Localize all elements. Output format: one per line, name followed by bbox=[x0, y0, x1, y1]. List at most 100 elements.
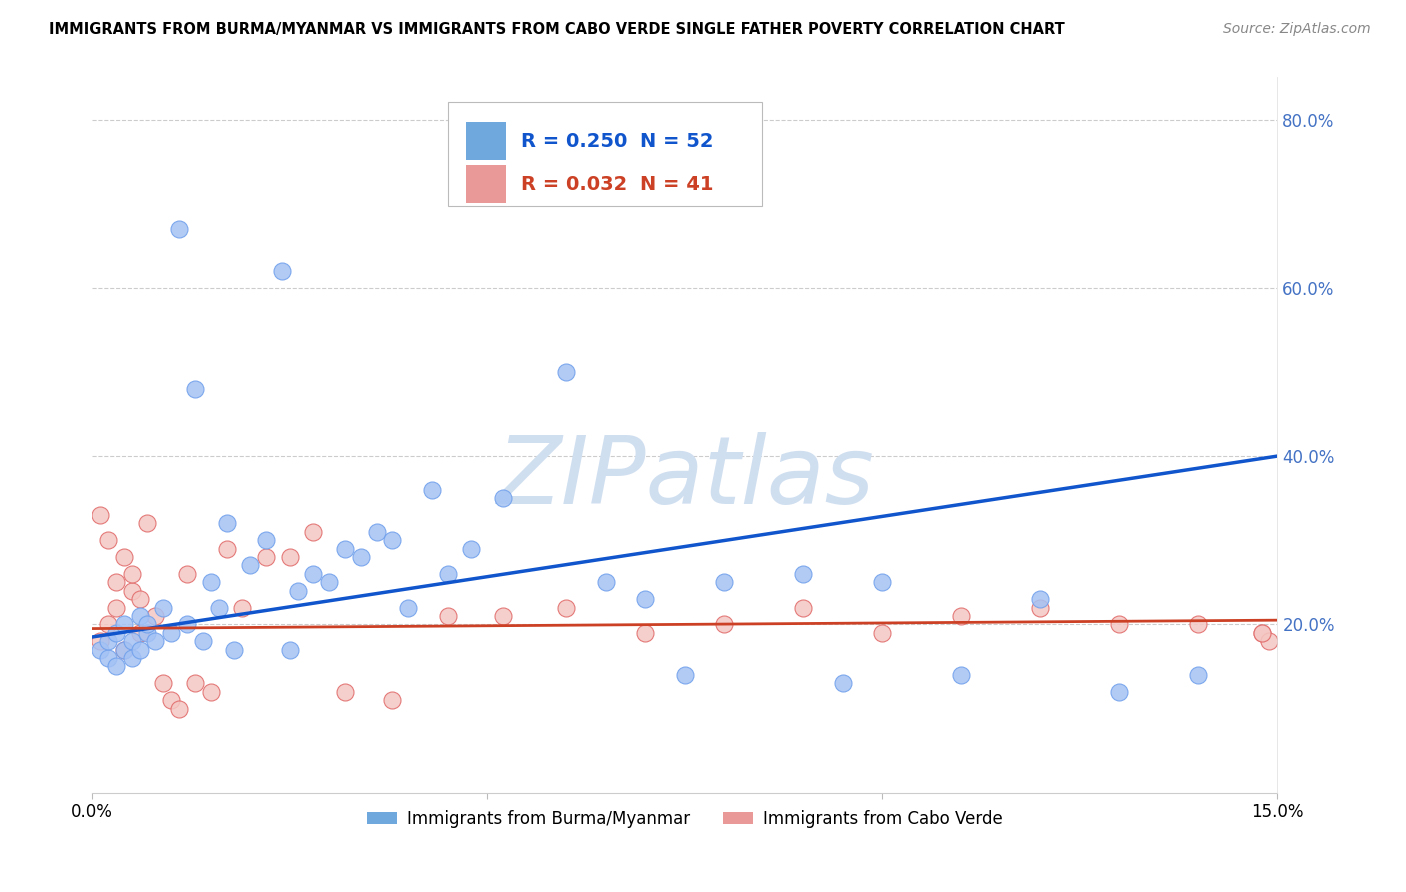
FancyBboxPatch shape bbox=[465, 165, 506, 202]
Text: Source: ZipAtlas.com: Source: ZipAtlas.com bbox=[1223, 22, 1371, 37]
Text: R = 0.250: R = 0.250 bbox=[522, 132, 627, 151]
Point bbox=[287, 583, 309, 598]
Point bbox=[302, 524, 325, 539]
Point bbox=[160, 625, 183, 640]
Point bbox=[89, 634, 111, 648]
Point bbox=[381, 693, 404, 707]
Point bbox=[270, 264, 292, 278]
Text: ZIPatlas: ZIPatlas bbox=[496, 433, 873, 524]
Point bbox=[595, 575, 617, 590]
Point bbox=[104, 625, 127, 640]
Point bbox=[1250, 625, 1272, 640]
Point bbox=[128, 592, 150, 607]
Point bbox=[713, 575, 735, 590]
Point bbox=[89, 642, 111, 657]
Point bbox=[792, 600, 814, 615]
Text: N = 52: N = 52 bbox=[640, 132, 713, 151]
Point bbox=[254, 550, 277, 565]
Text: R = 0.032: R = 0.032 bbox=[522, 175, 627, 194]
Point bbox=[239, 558, 262, 573]
Point bbox=[152, 600, 174, 615]
Point bbox=[460, 541, 482, 556]
Point bbox=[136, 516, 159, 531]
Point bbox=[191, 634, 214, 648]
Point bbox=[89, 508, 111, 522]
FancyBboxPatch shape bbox=[465, 122, 506, 160]
Point bbox=[112, 642, 135, 657]
Point bbox=[436, 566, 458, 581]
Point bbox=[1187, 617, 1209, 632]
Text: IMMIGRANTS FROM BURMA/MYANMAR VS IMMIGRANTS FROM CABO VERDE SINGLE FATHER POVERT: IMMIGRANTS FROM BURMA/MYANMAR VS IMMIGRA… bbox=[49, 22, 1064, 37]
Point bbox=[231, 600, 253, 615]
Point bbox=[121, 583, 143, 598]
Point bbox=[184, 676, 207, 690]
Point bbox=[950, 609, 973, 624]
Point bbox=[278, 642, 301, 657]
Point bbox=[254, 533, 277, 548]
Point bbox=[176, 566, 198, 581]
Point bbox=[555, 365, 578, 379]
FancyBboxPatch shape bbox=[447, 103, 762, 206]
Point bbox=[302, 566, 325, 581]
Point bbox=[97, 634, 120, 648]
Point bbox=[152, 676, 174, 690]
Point bbox=[436, 609, 458, 624]
Point bbox=[396, 600, 419, 615]
Point bbox=[112, 617, 135, 632]
Point bbox=[713, 617, 735, 632]
Point bbox=[104, 600, 127, 615]
Point bbox=[128, 609, 150, 624]
Text: N = 41: N = 41 bbox=[640, 175, 713, 194]
Point bbox=[1029, 592, 1052, 607]
Point bbox=[224, 642, 246, 657]
Point bbox=[350, 550, 373, 565]
Point bbox=[97, 617, 120, 632]
Point bbox=[555, 600, 578, 615]
Point bbox=[634, 625, 657, 640]
Point bbox=[200, 684, 222, 698]
Legend: Immigrants from Burma/Myanmar, Immigrants from Cabo Verde: Immigrants from Burma/Myanmar, Immigrant… bbox=[360, 803, 1010, 834]
Point bbox=[167, 701, 190, 715]
Point bbox=[145, 609, 167, 624]
Point bbox=[121, 634, 143, 648]
Point bbox=[104, 575, 127, 590]
Point bbox=[1250, 625, 1272, 640]
Point bbox=[1029, 600, 1052, 615]
Point bbox=[128, 642, 150, 657]
Point bbox=[176, 617, 198, 632]
Point bbox=[950, 668, 973, 682]
Point bbox=[97, 651, 120, 665]
Point bbox=[121, 651, 143, 665]
Point bbox=[207, 600, 229, 615]
Point bbox=[1187, 668, 1209, 682]
Point bbox=[97, 533, 120, 548]
Point bbox=[121, 566, 143, 581]
Point bbox=[160, 693, 183, 707]
Point bbox=[136, 625, 159, 640]
Point bbox=[145, 634, 167, 648]
Point bbox=[333, 541, 356, 556]
Point bbox=[215, 516, 238, 531]
Point bbox=[792, 566, 814, 581]
Point bbox=[128, 625, 150, 640]
Point bbox=[673, 668, 696, 682]
Point bbox=[104, 659, 127, 673]
Point bbox=[215, 541, 238, 556]
Point bbox=[112, 642, 135, 657]
Point bbox=[492, 491, 515, 505]
Point bbox=[112, 550, 135, 565]
Point bbox=[1108, 684, 1130, 698]
Point bbox=[634, 592, 657, 607]
Point bbox=[1108, 617, 1130, 632]
Point bbox=[318, 575, 340, 590]
Point bbox=[492, 609, 515, 624]
Point bbox=[184, 382, 207, 396]
Point bbox=[381, 533, 404, 548]
Point bbox=[420, 483, 443, 497]
Point bbox=[333, 684, 356, 698]
Point bbox=[872, 575, 894, 590]
Point bbox=[167, 222, 190, 236]
Point bbox=[1258, 634, 1281, 648]
Point bbox=[278, 550, 301, 565]
Point bbox=[366, 524, 388, 539]
